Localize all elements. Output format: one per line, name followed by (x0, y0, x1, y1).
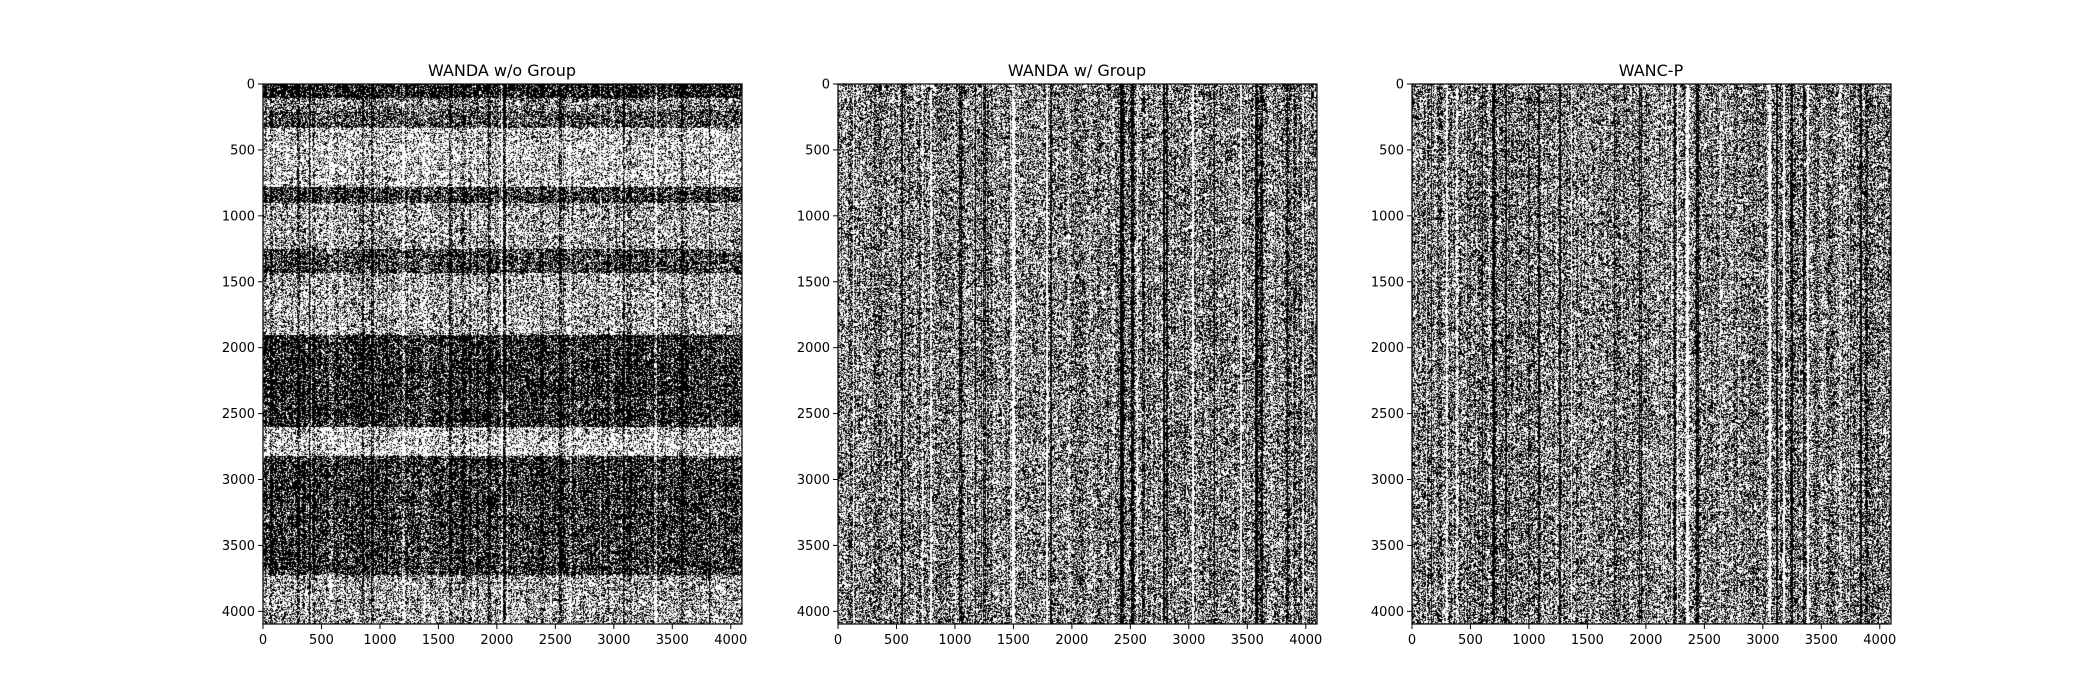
x-tick-label: 500 (309, 633, 334, 648)
x-tick-label: 4000 (1289, 633, 1322, 648)
y-tick-label: 1000 (797, 209, 830, 224)
x-tick-label: 2000 (1629, 633, 1662, 648)
x-tick-label: 3000 (1746, 633, 1779, 648)
axes-frame (1411, 83, 1892, 625)
y-tick-label: 500 (805, 143, 830, 158)
tick-group: 0 500 1000 1500 2000 2500 3000 3500 4000 0 500 1000… (797, 78, 1322, 649)
y-tick-label: 4000 (222, 605, 255, 620)
x-tick-label: 1000 (1512, 633, 1545, 648)
tick-group: 0 500 1000 1500 2000 2500 3000 3500 4000 0 500 1000… (1371, 78, 1896, 649)
x-tick-label: 1500 (422, 633, 455, 648)
y-tick-label: 0 (822, 78, 830, 93)
x-tick-label: 0 (259, 633, 267, 648)
x-tick-label: 2500 (1688, 633, 1721, 648)
y-tick-label: 2000 (222, 341, 255, 356)
x-tick-label: 4000 (714, 633, 747, 648)
heatmap-image (838, 84, 1317, 624)
x-tick-label: 500 (884, 633, 909, 648)
y-tick-label: 4000 (797, 605, 830, 620)
subplot-title: WANDA w/ Group (1008, 61, 1146, 80)
x-tick-label: 3500 (656, 633, 689, 648)
y-tick-label: 3000 (1371, 473, 1404, 488)
x-tick-label: 3500 (1231, 633, 1264, 648)
y-tick-label: 1000 (1371, 209, 1404, 224)
y-tick-label: 2000 (1371, 341, 1404, 356)
y-tick-label: 3500 (222, 539, 255, 554)
y-tick-label: 2500 (222, 407, 255, 422)
x-tick-label: 500 (1458, 633, 1483, 648)
y-tick-label: 3000 (222, 473, 255, 488)
y-tick-label: 500 (1379, 143, 1404, 158)
y-tick-label: 0 (247, 78, 255, 93)
y-tick-label: 3500 (1371, 539, 1404, 554)
y-tick-label: 2000 (797, 341, 830, 356)
x-tick-label: 2000 (480, 633, 513, 648)
x-tick-label: 2000 (1055, 633, 1088, 648)
y-tick-label: 3000 (797, 473, 830, 488)
x-tick-label: 2500 (539, 633, 572, 648)
x-tick-label: 0 (834, 633, 842, 648)
axes-frame (837, 83, 1318, 625)
subplot-title: WANDA w/o Group (428, 61, 576, 80)
x-tick-label: 3500 (1805, 633, 1838, 648)
heatmap-image (263, 84, 742, 624)
y-tick-label: 500 (230, 143, 255, 158)
y-tick-label: 3500 (797, 539, 830, 554)
y-tick-label: 1500 (1371, 275, 1404, 290)
subplot-title: WANC-P (1619, 61, 1684, 80)
x-tick-label: 1500 (997, 633, 1030, 648)
y-tick-label: 1500 (797, 275, 830, 290)
axes-frame (262, 83, 743, 625)
x-tick-label: 1000 (938, 633, 971, 648)
y-tick-label: 2500 (797, 407, 830, 422)
x-tick-label: 3000 (597, 633, 630, 648)
subplot-1: WANDA w/o Group 0 500 1000 1500 2000 2500 3000… (222, 61, 747, 648)
x-tick-label: 1500 (1571, 633, 1604, 648)
x-tick-label: 2500 (1114, 633, 1147, 648)
x-tick-label: 3000 (1172, 633, 1205, 648)
heatmap-image (1412, 84, 1891, 624)
y-tick-label: 1000 (222, 209, 255, 224)
x-tick-label: 1000 (363, 633, 396, 648)
y-tick-label: 4000 (1371, 605, 1404, 620)
x-tick-label: 4000 (1863, 633, 1896, 648)
y-tick-label: 1500 (222, 275, 255, 290)
tick-group: 0 500 1000 1500 2000 2500 3000 3500 4000 0 500 1000… (222, 78, 747, 649)
x-tick-label: 0 (1408, 633, 1416, 648)
subplot-3: WANC-P 0 500 1000 1500 2000 2500 3000 3500 40000… (1371, 61, 1896, 648)
y-tick-label: 2500 (1371, 407, 1404, 422)
y-tick-label: 0 (1396, 78, 1404, 93)
subplot-2: WANDA w/ Group 0 500 1000 1500 2000 2500 3000 3… (797, 61, 1322, 648)
